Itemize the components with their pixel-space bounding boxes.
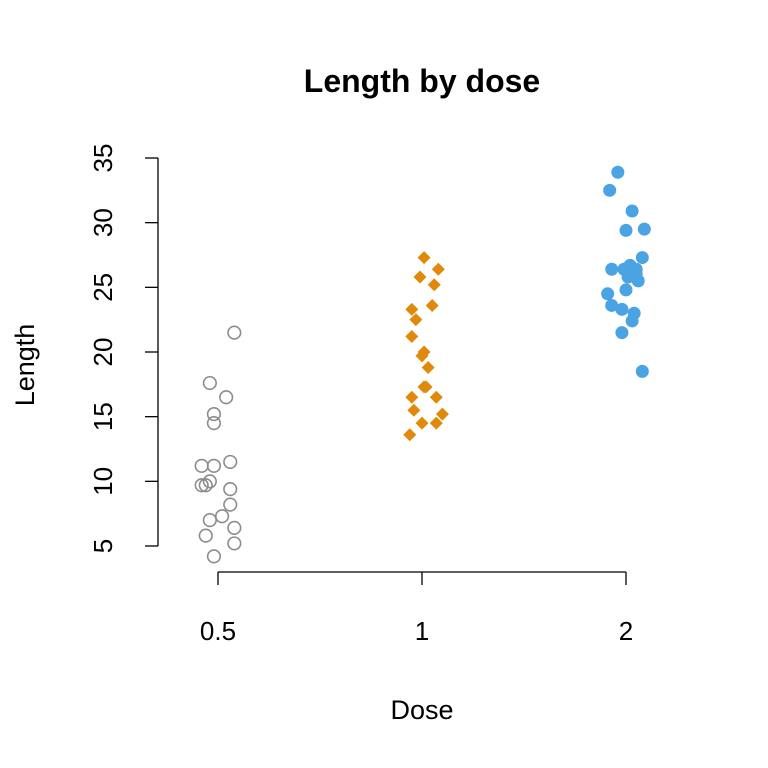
data-point bbox=[206, 406, 222, 422]
data-point bbox=[619, 223, 633, 237]
data-point bbox=[625, 204, 639, 218]
x-axis: 0.5 1 2 bbox=[200, 571, 633, 646]
data-point bbox=[419, 380, 433, 394]
data-point bbox=[415, 416, 429, 430]
data-point bbox=[202, 513, 217, 528]
data-point bbox=[194, 458, 209, 473]
data-point bbox=[405, 302, 419, 316]
data-point bbox=[615, 302, 629, 316]
data-point bbox=[615, 326, 629, 340]
data-point bbox=[223, 454, 238, 470]
y-axis: 5 10 15 20 25 30 35 bbox=[88, 144, 159, 553]
data-point bbox=[227, 325, 242, 340]
data-point bbox=[631, 274, 645, 288]
data-point bbox=[214, 509, 230, 524]
data-point bbox=[425, 298, 439, 312]
data-point bbox=[417, 251, 431, 265]
data-point bbox=[625, 314, 639, 328]
data-point bbox=[435, 407, 449, 421]
data-point bbox=[227, 520, 242, 535]
data-point bbox=[605, 262, 619, 276]
data-point bbox=[621, 270, 635, 284]
data-point bbox=[635, 364, 649, 378]
data-point bbox=[619, 283, 633, 297]
data-point bbox=[611, 165, 625, 179]
data-point bbox=[223, 497, 238, 512]
data-point bbox=[407, 403, 421, 417]
data-point bbox=[431, 262, 445, 276]
data-point bbox=[635, 251, 649, 265]
data-point bbox=[219, 390, 234, 405]
data-point bbox=[206, 416, 222, 431]
y-tick-label: 20 bbox=[88, 338, 118, 367]
data-point bbox=[405, 329, 419, 343]
data-point bbox=[601, 287, 615, 301]
data-point bbox=[429, 390, 443, 404]
data-point bbox=[421, 361, 435, 375]
y-tick-label: 25 bbox=[88, 273, 118, 302]
x-tick-label: 1 bbox=[415, 616, 429, 646]
data-point bbox=[202, 375, 217, 391]
x-tick-label: 2 bbox=[619, 616, 633, 646]
data-point bbox=[198, 528, 213, 543]
x-axis-label: Dose bbox=[390, 695, 453, 725]
data-point bbox=[206, 549, 222, 564]
data-point bbox=[415, 349, 429, 363]
data-point bbox=[413, 270, 427, 284]
data-point bbox=[206, 458, 222, 473]
y-tick-label: 35 bbox=[88, 144, 118, 173]
data-point bbox=[605, 298, 619, 312]
data-point bbox=[427, 278, 441, 292]
data-point bbox=[198, 478, 213, 493]
y-tick-label: 15 bbox=[88, 402, 118, 431]
data-point bbox=[429, 416, 443, 430]
data-points bbox=[194, 165, 651, 564]
data-point bbox=[194, 478, 209, 493]
y-tick-label: 10 bbox=[88, 467, 118, 496]
data-point bbox=[405, 390, 419, 404]
y-tick-label: 30 bbox=[88, 208, 118, 237]
data-point bbox=[202, 474, 217, 489]
data-point bbox=[603, 183, 617, 197]
chart-title: Length by dose bbox=[304, 63, 540, 99]
data-point bbox=[227, 536, 242, 551]
y-tick-label: 5 bbox=[88, 539, 118, 553]
data-point bbox=[637, 222, 651, 236]
x-tick-label: 0.5 bbox=[200, 616, 236, 646]
y-axis-label: Length bbox=[10, 324, 40, 407]
data-point bbox=[403, 428, 417, 442]
data-point bbox=[409, 313, 423, 327]
data-point bbox=[223, 481, 238, 497]
